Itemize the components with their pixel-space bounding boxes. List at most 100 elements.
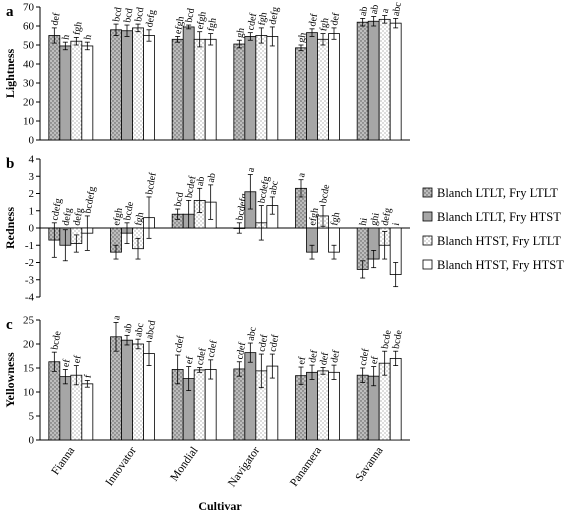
bar (317, 370, 329, 441)
bar (295, 375, 307, 441)
significance-label: abc (245, 325, 258, 341)
significance-label: hi (358, 217, 370, 227)
legend-label: Blanch HTST, Fry HTST (437, 258, 564, 272)
y-tick-label: -2 (25, 257, 34, 269)
bar (389, 357, 402, 441)
y-tick-label: -4 (25, 292, 35, 304)
significance-label: bcd (133, 6, 146, 22)
bar (143, 35, 155, 141)
y-tick-label: 30 (23, 78, 35, 90)
significance-label: abc (133, 322, 146, 338)
panel-letter: c (6, 317, 13, 333)
category-label: Innovator (103, 445, 139, 489)
significance-label: bcde (122, 200, 136, 221)
legend-item: Blanch LTLT, Fry LTLT (422, 186, 558, 200)
significance-label: bcdefg (256, 175, 272, 204)
significance-label: cdefg (49, 198, 64, 222)
bar (317, 38, 329, 141)
legend-label: Blanch LTLT, Fry HTST (437, 210, 561, 224)
y-tick-label: 3 (29, 171, 35, 183)
legend-item: Blanch HTST, Fry HTST (422, 258, 564, 272)
bar (48, 35, 61, 141)
legend-label: Blanch LTLT, Fry LTLT (437, 186, 558, 200)
significance-label: bcd (122, 7, 135, 23)
bar (143, 353, 155, 441)
significance-label: cdef (206, 339, 220, 359)
significance-label: h (82, 34, 94, 41)
bar (193, 369, 206, 441)
category-label: Mondial (168, 445, 200, 484)
significance-label: cdef (358, 347, 372, 367)
significance-label: bcde (49, 330, 63, 351)
significance-label: cdef (195, 347, 209, 367)
bar (110, 29, 122, 141)
significance-label: ab (195, 176, 207, 187)
bar (389, 22, 402, 141)
bar (244, 352, 257, 441)
significance-label: bcde (391, 329, 405, 350)
y-tick-label: 0 (29, 223, 35, 235)
significance-label: cdef (256, 333, 270, 353)
significance-label: ef (184, 355, 196, 365)
significance-label: fgh (71, 21, 84, 36)
bar (193, 38, 206, 141)
y-tick-label: 10 (23, 116, 35, 128)
y-tick-label: 50 (23, 40, 35, 52)
significance-label: def (307, 348, 320, 363)
significance-label: defg (267, 6, 281, 25)
legend-item: Blanch HTST, Fry LTLT (422, 234, 561, 248)
category-label: Fianna (50, 445, 78, 478)
significance-label: a (111, 314, 123, 321)
bar (306, 371, 318, 441)
legend-item: Blanch LTLT, Fry HTST (422, 210, 561, 224)
significance-label: fgh (318, 17, 331, 32)
significance-label: efgh (111, 207, 125, 226)
significance-label: bcde (318, 183, 332, 204)
bar (356, 21, 369, 141)
y-tick-label: 20 (23, 97, 35, 109)
significance-label: h (60, 34, 72, 41)
y-axis-title: Yellowness (3, 352, 17, 408)
y-tick-label: 5 (29, 411, 35, 423)
significance-label: bcd (184, 7, 197, 23)
y-axis-title: Lightness (3, 49, 17, 99)
y-axis-title: Redness (3, 207, 17, 249)
significance-label: def (307, 12, 320, 27)
significance-label: bcdef (144, 171, 159, 195)
bar (204, 369, 217, 441)
significance-label: bcdefg (82, 186, 98, 215)
significance-label: fgh (133, 211, 146, 226)
category-label: Panamera (288, 445, 324, 489)
panel-letter: b (6, 156, 14, 172)
y-tick-label: -1 (25, 240, 34, 252)
significance-label: defg (144, 9, 158, 28)
significance-label: a (380, 7, 392, 14)
bar (81, 383, 94, 441)
significance-label: a (296, 171, 308, 178)
category-label: Savanna (353, 445, 385, 484)
significance-label: abc (267, 179, 280, 195)
y-tick-label: 1 (29, 205, 35, 217)
significance-label: f (82, 373, 94, 379)
bar (295, 47, 307, 141)
y-tick-label: 20 (23, 339, 35, 351)
chart-panels: a010203040506070Lightnessdefhfghhbcdbcdb… (3, 1, 410, 447)
bar (233, 368, 246, 441)
significance-label: bcd (173, 191, 186, 207)
bar (378, 18, 391, 141)
significance-label: def (49, 11, 62, 26)
significance-label: fgh (206, 17, 219, 32)
bar (70, 40, 83, 141)
category-label: Navigator (226, 445, 262, 490)
significance-label: bcde (380, 329, 394, 350)
bar (356, 374, 369, 441)
x-axis-title: Cultivar (198, 499, 242, 513)
bar (306, 32, 318, 141)
significance-label: ef (60, 358, 72, 368)
significance-label: def (329, 11, 342, 26)
legend-label: Blanch HTST, Fry LTLT (437, 234, 561, 248)
bar (233, 43, 246, 141)
significance-label: cdef (267, 333, 281, 353)
